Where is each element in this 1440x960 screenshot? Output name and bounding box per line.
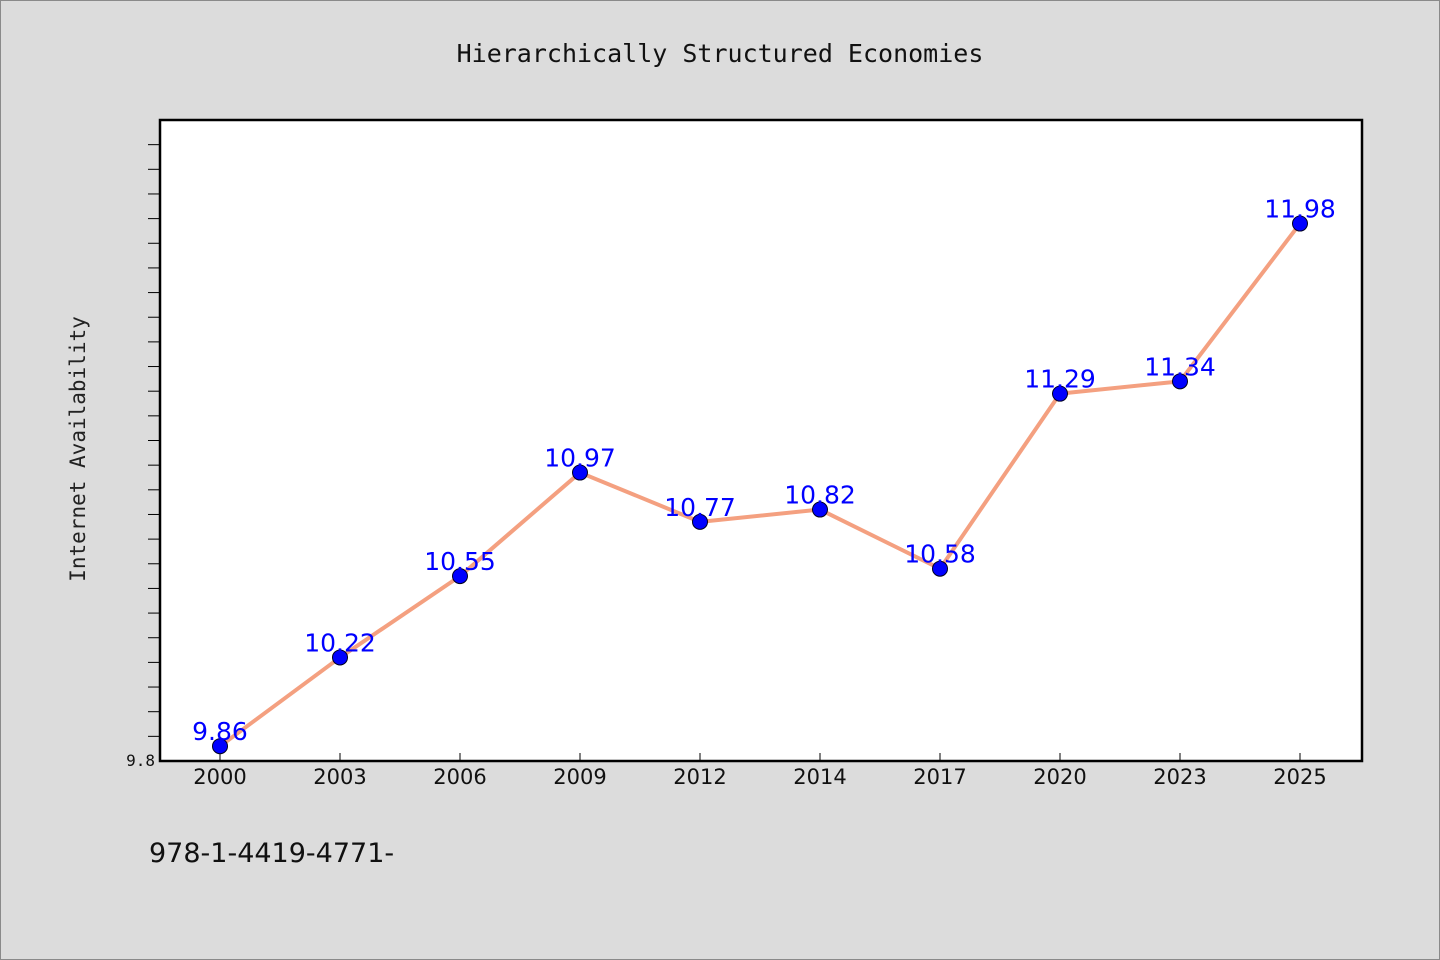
data-point [572,464,588,481]
x-tick-label: 2023 [1153,765,1206,789]
y-tick-label: 9.8 [126,751,155,770]
chart-title: Hierarchically Structured Economies [457,39,984,68]
x-tick-label: 2020 [1033,765,1086,789]
data-label: 10.55 [424,547,496,576]
y-axis-label: Internet Availability [66,316,90,582]
data-label: 10.82 [784,481,856,510]
data-label: 10.22 [304,628,376,657]
data-point [212,738,228,755]
footer-text: 978-1-4419-4771- [149,838,394,869]
data-label: 11.34 [1144,352,1216,381]
x-tick-label: 2009 [553,765,606,789]
y-axis-ticks: 9.8 [126,144,160,770]
x-tick-label: 2014 [793,765,846,789]
x-tick-label: 2003 [313,765,366,789]
series-line-group [218,221,1302,749]
data-point [1052,385,1068,402]
data-point [692,513,708,530]
x-tick-label: 2012 [673,765,726,789]
data-label: 11.98 [1264,195,1336,224]
plot-area [158,118,1364,763]
data-point [812,501,828,518]
data-markers [212,215,1308,755]
series-line [218,221,1302,749]
x-tick-label: 2025 [1273,765,1326,789]
data-label: 11.29 [1024,365,1096,394]
data-label: 10.58 [904,540,976,569]
data-point [932,560,948,577]
data-label: 10.97 [544,444,616,473]
x-tick-label: 2000 [193,765,246,789]
x-tick-label: 2006 [433,765,486,789]
x-tick-label: 2017 [913,765,966,789]
data-point [1172,373,1188,390]
data-label: 10.77 [664,493,736,522]
data-labels: 9.86 10.22 10.55 10.97 10.77 10.82 10.58 11.29 1… [192,195,1336,747]
data-point [1292,215,1308,232]
data-point [452,568,468,585]
data-label: 9.86 [192,717,248,746]
x-axis-ticks: 2000 2003 2006 2009 2012 2014 2017 2020 2023 2025 [193,753,1327,789]
data-point [332,649,348,666]
